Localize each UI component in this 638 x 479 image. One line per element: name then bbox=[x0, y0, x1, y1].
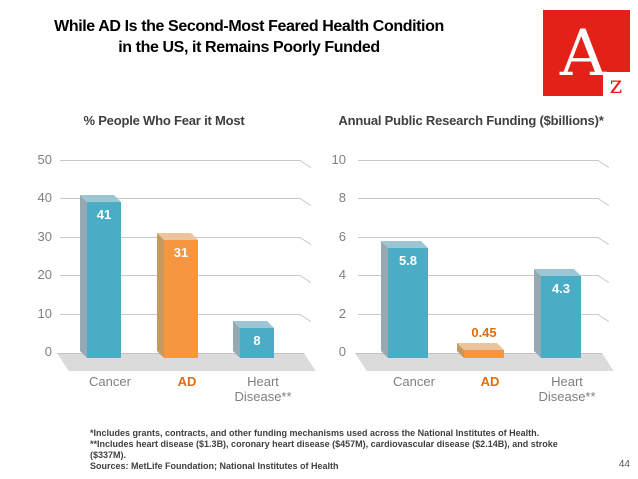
bar-value-label: 5.8 bbox=[398, 252, 418, 268]
bar-ad bbox=[457, 343, 504, 358]
footnote-line-3: ($337M). bbox=[90, 450, 127, 460]
gridline-3d-hook bbox=[597, 236, 610, 245]
category-label: Cancer bbox=[393, 374, 435, 389]
bar-side-face bbox=[80, 194, 87, 358]
category-label: Heart Disease** bbox=[538, 374, 596, 404]
gridline-3d-hook bbox=[597, 275, 610, 284]
bar-side-face bbox=[381, 240, 388, 358]
gridline-3d-hook bbox=[597, 313, 610, 322]
bar-front-face: 5.8 bbox=[388, 247, 428, 358]
slide-title-line1: While AD Is the Second-Most Feared Healt… bbox=[54, 18, 444, 35]
gridline bbox=[60, 198, 301, 200]
ytick-label: 40 bbox=[37, 190, 52, 206]
bar-top-face bbox=[534, 269, 581, 277]
bar-side-face bbox=[233, 321, 240, 358]
right-chart-title: Annual Public Research Funding ($billion… bbox=[338, 113, 604, 128]
slide-title-line2: in the US, it Remains Poorly Funded bbox=[118, 39, 380, 56]
ytick-label: 0 bbox=[338, 344, 346, 359]
bar-cancer: 5.8 bbox=[381, 240, 428, 358]
footnote-line-1: *Includes grants, contracts, and other f… bbox=[90, 428, 540, 438]
ytick-label: 10 bbox=[37, 305, 52, 321]
footnote-source-line: Sources: MetLife Foundation; National In… bbox=[90, 461, 339, 471]
ytick-label: 0 bbox=[44, 344, 52, 359]
gridline bbox=[358, 275, 599, 277]
gridline bbox=[358, 236, 599, 238]
bar-value-label: 4.3 bbox=[551, 281, 571, 297]
bar-value-label: 8 bbox=[253, 333, 261, 349]
logo-letter-a: A bbox=[559, 17, 607, 91]
left-chart-title: % People Who Fear it Most bbox=[83, 113, 245, 128]
footnote-line-2: **Includes heart disease ($1.3B), corona… bbox=[90, 439, 558, 449]
ytick-label: 10 bbox=[331, 152, 346, 167]
category-label: AD bbox=[480, 374, 500, 389]
bar-heart-disease: 4.3 bbox=[534, 269, 581, 358]
bar-value-label: 0.45 bbox=[471, 325, 497, 341]
category-label: AD bbox=[177, 374, 197, 389]
ytick-label: 30 bbox=[37, 228, 52, 244]
bar-ad: 31 bbox=[157, 232, 198, 358]
ytick-label: 4 bbox=[338, 267, 346, 283]
bar-front-face: 8 bbox=[240, 328, 274, 358]
ytick-label: 50 bbox=[37, 152, 52, 167]
footnotes: *Includes grants, contracts, and other f… bbox=[90, 428, 580, 472]
bar-front-face bbox=[464, 350, 504, 358]
gridline bbox=[358, 160, 599, 161]
page-number: 44 bbox=[618, 459, 630, 470]
gridline bbox=[358, 313, 599, 315]
ytick-label: 2 bbox=[338, 305, 346, 321]
bar-front-face: 31 bbox=[164, 239, 198, 358]
gridline-3d-hook bbox=[597, 160, 610, 168]
bar-top-face bbox=[381, 240, 428, 248]
bar-side-face bbox=[157, 232, 164, 358]
bar-cancer: 41 bbox=[80, 194, 121, 358]
logo-notch bbox=[603, 72, 630, 96]
ytick-label: 6 bbox=[338, 228, 346, 244]
slide-title: While AD Is the Second-Most Feared Healt… bbox=[0, 16, 498, 58]
ytick-label: 8 bbox=[338, 190, 346, 206]
organization-logo: A z bbox=[543, 10, 630, 99]
category-label: Cancer bbox=[89, 374, 131, 389]
gridline bbox=[358, 198, 599, 200]
bar-top-face bbox=[457, 343, 504, 351]
bar-heart-disease: 8 bbox=[233, 321, 274, 358]
bar-front-face: 4.3 bbox=[541, 276, 581, 358]
gridline-3d-hook bbox=[597, 198, 610, 207]
bar-value-label: 31 bbox=[173, 244, 189, 260]
category-label: Heart Disease** bbox=[234, 374, 292, 404]
bar-side-face bbox=[534, 269, 541, 358]
bar-front-face: 41 bbox=[87, 201, 121, 358]
logo-letter-z: z bbox=[609, 71, 623, 99]
ytick-label: 20 bbox=[37, 267, 52, 283]
gridline bbox=[60, 160, 301, 161]
bar-value-label: 41 bbox=[96, 206, 112, 222]
